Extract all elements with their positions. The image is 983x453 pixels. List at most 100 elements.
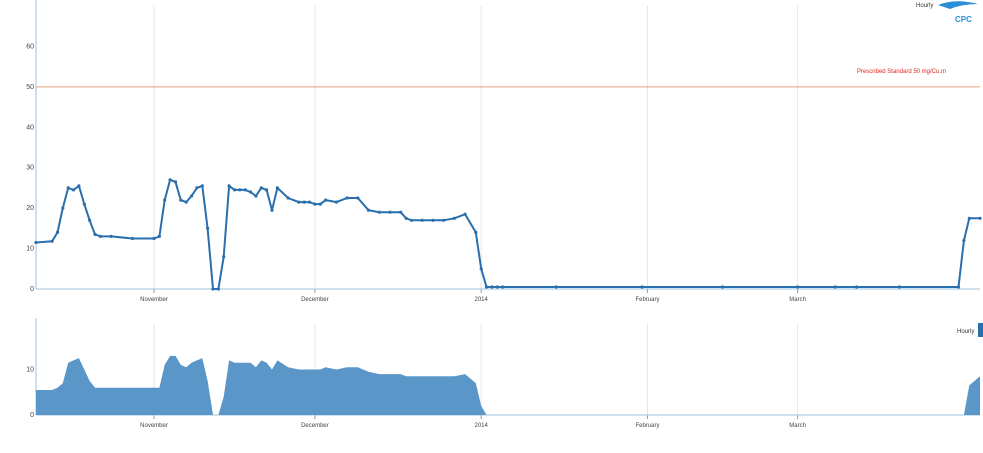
- data-point: [490, 285, 494, 289]
- data-point: [130, 236, 135, 241]
- data-point: [216, 287, 220, 291]
- x-tick-label: 2014: [475, 423, 489, 429]
- y-tick-label: 20: [26, 205, 34, 212]
- area-series: [36, 355, 980, 415]
- data-point: [77, 184, 81, 188]
- y-tick-label: 60: [26, 43, 34, 50]
- y-tick-label: 0: [30, 286, 34, 293]
- x-tick-label: November: [140, 297, 168, 303]
- data-point: [409, 218, 414, 222]
- x-tick-label: February: [635, 423, 659, 429]
- navigator-chart: November December 2014 February March 0 10: [26, 318, 980, 429]
- data-point: [302, 200, 306, 204]
- data-point: [109, 234, 113, 238]
- x-tick-label: March: [789, 423, 806, 429]
- data-point: [324, 198, 328, 202]
- cpc-logo-swoosh-icon: [938, 1, 978, 10]
- data-point: [318, 202, 322, 206]
- data-point: [259, 186, 263, 190]
- data-point: [55, 230, 60, 234]
- data-point: [554, 285, 558, 289]
- data-point: [897, 285, 902, 289]
- data-point: [967, 216, 971, 220]
- x-tick-label: February: [635, 297, 659, 303]
- data-point: [152, 236, 156, 241]
- y-tick-label: 10: [26, 246, 34, 253]
- y-tick-label: 10: [26, 367, 34, 374]
- data-point: [163, 198, 167, 202]
- data-point: [173, 180, 178, 184]
- x-tick-label: December: [301, 297, 329, 303]
- data-point: [238, 188, 242, 192]
- data-point: [720, 285, 725, 289]
- main-chart: November December 2014 February March 0 10 20 30…: [26, 0, 982, 303]
- x-tick-label: 2014: [475, 297, 489, 303]
- data-point: [34, 240, 38, 245]
- data-point: [248, 190, 253, 194]
- data-point: [442, 218, 446, 222]
- legend: Hourly CPC Hourly: [916, 1, 983, 337]
- data-point: [833, 285, 837, 289]
- y-tick-label: 0: [30, 412, 34, 419]
- data-point: [184, 200, 188, 204]
- data-point: [168, 178, 172, 182]
- data-point: [93, 232, 97, 236]
- data-point: [452, 216, 456, 220]
- data-point: [356, 196, 360, 200]
- data-point: [50, 239, 54, 243]
- data-point: [200, 184, 204, 188]
- data-point: [978, 216, 982, 220]
- data-point: [479, 267, 483, 271]
- data-point: [206, 226, 210, 230]
- data-point: [157, 234, 161, 238]
- data-point: [431, 218, 435, 222]
- data-point: [227, 184, 231, 188]
- data-point: [232, 188, 237, 192]
- data-point: [270, 208, 274, 212]
- line-series: [35, 178, 980, 290]
- data-point: [640, 285, 644, 289]
- data-point: [474, 230, 478, 234]
- data-point: [377, 210, 381, 214]
- data-point: [189, 194, 194, 198]
- data-point: [334, 200, 338, 204]
- x-tick-label: November: [140, 423, 168, 429]
- data-point: [463, 212, 467, 216]
- data-point: [222, 255, 226, 259]
- data-point: [243, 188, 247, 192]
- data-point: [855, 285, 859, 289]
- y-tick-label: 30: [26, 165, 34, 172]
- data-point: [61, 206, 65, 210]
- data-point: [307, 200, 312, 204]
- data-point: [254, 194, 258, 198]
- data-point: [501, 285, 505, 289]
- data-point: [399, 210, 403, 214]
- x-tick-label: December: [301, 423, 329, 429]
- data-point: [495, 285, 499, 289]
- standard-line-label: Prescribed Standard 50 mg/Cu.m: [857, 69, 946, 75]
- data-point: [195, 186, 199, 190]
- data-point: [82, 202, 86, 206]
- navigator-legend-label: Hourly: [957, 329, 974, 335]
- data-point: [404, 216, 408, 220]
- legend-hourly-label: Hourly: [916, 3, 933, 9]
- data-point: [388, 210, 392, 214]
- data-point: [211, 287, 215, 291]
- data-point: [366, 208, 371, 212]
- navigator-legend-swatch[interactable]: [978, 323, 983, 337]
- data-point: [179, 198, 183, 202]
- data-point: [71, 188, 76, 192]
- data-point: [313, 202, 317, 206]
- x-tick-label: March: [789, 297, 806, 303]
- data-point: [420, 218, 424, 222]
- y-tick-label: 40: [26, 124, 34, 131]
- data-point: [962, 238, 966, 243]
- data-point: [98, 234, 102, 238]
- data-point: [275, 186, 279, 190]
- y-tick-label: 50: [26, 84, 34, 91]
- data-point: [796, 285, 800, 289]
- data-point: [88, 218, 92, 222]
- data-point: [484, 285, 489, 289]
